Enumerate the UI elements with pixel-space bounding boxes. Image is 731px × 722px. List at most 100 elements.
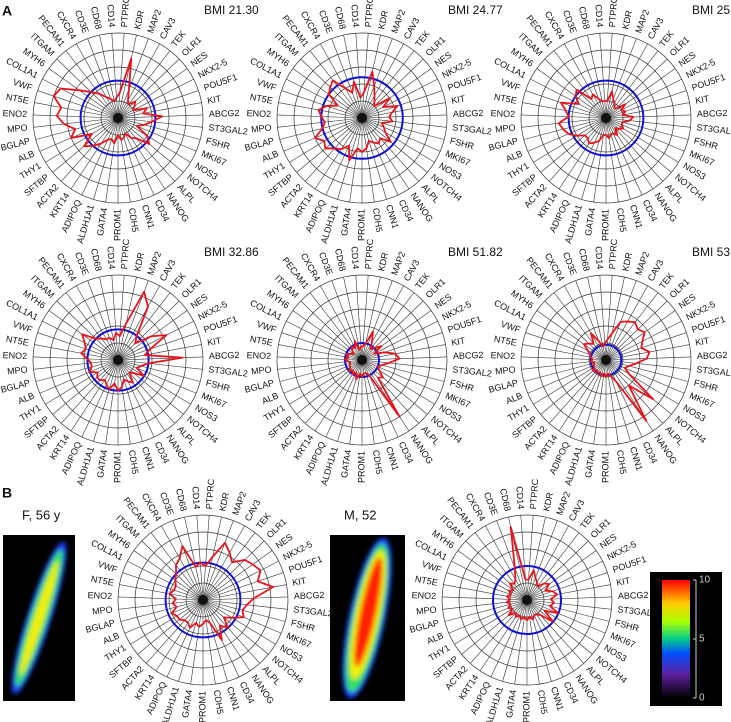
category-label: VWF [97, 559, 120, 575]
spoke [45, 359, 119, 405]
spoke [87, 38, 119, 119]
spoke [599, 33, 607, 119]
spoke [61, 359, 119, 424]
spoke [292, 310, 363, 361]
spoke [605, 359, 679, 405]
spoke [65, 50, 119, 119]
spoke [202, 532, 256, 601]
spoke [202, 599, 260, 664]
spoke [605, 117, 689, 140]
ring [49, 291, 187, 429]
spoke [533, 117, 607, 163]
category-label: VWF [421, 559, 444, 575]
category-label: KIT [694, 335, 710, 347]
spoke [196, 515, 204, 601]
spoke [454, 599, 528, 645]
category-label: CD14 [514, 486, 526, 510]
ring [276, 32, 448, 204]
category-label: KDR [620, 251, 634, 272]
spoke [39, 359, 119, 394]
spoke [117, 117, 201, 140]
spoke [42, 78, 119, 119]
category-label: ST3GAL2 [696, 364, 731, 378]
category-label: CDH5 [127, 207, 140, 233]
radar-line [314, 70, 399, 162]
spoke [87, 280, 119, 361]
category-label: PTPRC [119, 238, 131, 270]
hub [522, 595, 532, 605]
spoke [300, 58, 363, 119]
spoke [605, 332, 687, 361]
category-label: CNN1 [384, 203, 401, 229]
category-label: KDR [132, 9, 146, 30]
reference-circle [164, 561, 242, 639]
spoke [146, 599, 204, 664]
spoke [502, 599, 528, 682]
category-label: CDH5 [371, 449, 384, 475]
category-label: PTPRC [363, 0, 375, 28]
spoke [605, 275, 613, 361]
spoke [117, 359, 203, 370]
category-label: ALB [425, 630, 445, 646]
category-label: ENO2 [490, 108, 515, 119]
spoke [117, 34, 137, 119]
spoke [33, 356, 119, 361]
category-label: ST3GAL2 [293, 604, 333, 618]
spoke [526, 599, 575, 672]
spoke [526, 599, 610, 622]
spoke [105, 117, 119, 203]
category-label: MPO [7, 122, 28, 134]
category-label: ALB [101, 630, 121, 646]
hub [357, 113, 367, 123]
ring [276, 274, 448, 446]
category-label: CD14 [593, 246, 605, 270]
spoke [37, 90, 119, 119]
spoke [526, 596, 612, 601]
spoke [361, 359, 441, 394]
spoke [119, 584, 204, 601]
ring [520, 274, 692, 446]
category-label: PROM1 [197, 691, 207, 722]
spoke [605, 117, 631, 200]
spoke [605, 117, 619, 203]
spoke [361, 102, 446, 119]
spoke [448, 599, 528, 634]
spoke [605, 114, 691, 119]
category-label: VWF [500, 319, 523, 335]
spoke [127, 560, 204, 601]
spoke [117, 292, 171, 361]
spoke [361, 117, 387, 200]
spoke [451, 560, 528, 601]
spoke [34, 102, 119, 119]
spoke [605, 117, 654, 190]
spoke [605, 359, 691, 370]
category-label: PTPRC [204, 478, 216, 510]
spoke [490, 599, 528, 678]
category-label: KIT [450, 93, 466, 105]
spoke [118, 599, 204, 610]
spoke [309, 50, 363, 119]
category-label: CD68 [89, 6, 104, 31]
category-label: FSHR [205, 136, 232, 152]
category-label: ALB [504, 390, 524, 406]
ring [571, 83, 641, 153]
category-label: GATA4 [95, 207, 109, 236]
category-label: FSHR [205, 378, 232, 394]
hub [113, 355, 123, 365]
hub [601, 355, 611, 365]
category-label: CDH5 [371, 207, 384, 233]
spoke [526, 525, 569, 601]
spoke [99, 34, 119, 119]
spoke [117, 117, 203, 128]
category-label: ALB [260, 390, 280, 406]
category-label: FSHR [449, 136, 476, 152]
category-label: ST3GAL2 [696, 122, 731, 136]
spoke [117, 276, 137, 361]
spoke [56, 300, 119, 361]
spoke [309, 292, 363, 361]
category-label: NT5E [249, 92, 273, 106]
ring [117, 514, 289, 686]
category-label: ENO2 [411, 590, 436, 601]
ring [185, 582, 221, 618]
spoke [553, 50, 607, 119]
